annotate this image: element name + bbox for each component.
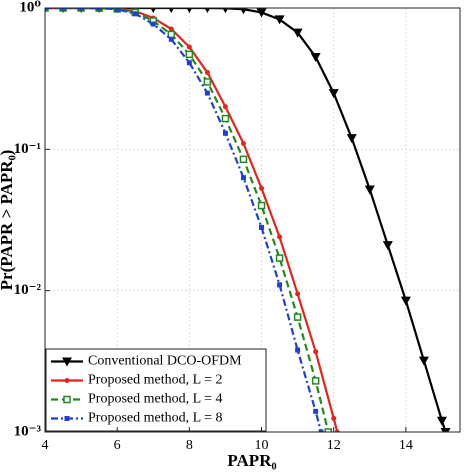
marker <box>313 349 319 355</box>
marker <box>221 114 230 123</box>
x-tick-label: 10 <box>255 438 269 453</box>
marker <box>334 429 340 432</box>
marker <box>346 134 357 144</box>
marker <box>313 408 319 414</box>
marker <box>295 347 301 353</box>
legend-label: Proposed method, L = 2 <box>88 373 223 388</box>
marker <box>186 44 192 50</box>
x-tick-label: 12 <box>327 438 341 453</box>
marker <box>318 429 324 432</box>
marker <box>185 50 194 59</box>
marker <box>222 8 229 14</box>
x-tick-label: 6 <box>114 438 121 453</box>
marker <box>440 428 451 432</box>
marker <box>310 53 321 63</box>
legend-marker <box>63 395 71 404</box>
marker <box>240 175 246 181</box>
y-tick-label: 10⁻³ <box>14 423 42 439</box>
marker <box>239 155 248 164</box>
series-line <box>45 8 447 432</box>
legend-marker <box>64 416 70 421</box>
legend-label: Conventional DCO-OFDM <box>88 354 242 369</box>
marker <box>277 234 283 240</box>
marker <box>96 8 102 11</box>
legend: Conventional DCO-OFDM Proposed method, L … <box>45 348 267 432</box>
marker <box>204 8 211 14</box>
marker <box>400 296 411 306</box>
y-tick-label: 10⁻² <box>14 282 42 298</box>
marker <box>222 104 228 110</box>
marker <box>277 282 283 288</box>
marker <box>78 8 84 11</box>
legend-label: Proposed method, L = 8 <box>88 411 223 426</box>
marker <box>256 8 267 18</box>
x-tick-label: 4 <box>42 438 49 453</box>
marker <box>324 428 333 432</box>
marker <box>186 60 192 66</box>
marker <box>418 356 429 366</box>
marker <box>311 377 320 385</box>
marker <box>60 8 66 11</box>
legend-label: Proposed method, L = 4 <box>88 392 223 407</box>
marker <box>203 78 212 86</box>
marker <box>275 254 284 262</box>
marker <box>132 11 138 17</box>
marker <box>168 36 174 42</box>
marker <box>295 291 301 297</box>
marker <box>274 15 285 25</box>
marker <box>257 201 266 210</box>
y-tick-label: 10⁰ <box>19 0 41 15</box>
x-axis-label: PAPR₀ <box>227 451 276 470</box>
marker <box>240 8 247 15</box>
axes-frame <box>44 7 461 433</box>
marker <box>331 415 337 421</box>
marker <box>328 89 339 99</box>
x-tick-label: 14 <box>399 438 413 453</box>
marker <box>186 8 193 13</box>
marker <box>436 416 447 426</box>
marker <box>204 90 210 96</box>
marker <box>382 241 393 251</box>
x-tick-label: 8 <box>186 438 193 453</box>
legend-marker <box>62 357 72 367</box>
legend-marker <box>64 378 70 383</box>
marker <box>150 8 157 13</box>
marker <box>293 313 302 321</box>
marker <box>259 185 265 191</box>
marker <box>150 21 156 27</box>
marker <box>168 8 175 13</box>
marker <box>259 224 265 230</box>
marker <box>364 185 375 195</box>
y-tick-label: 10⁻¹ <box>14 141 41 157</box>
marker <box>222 130 228 136</box>
marker <box>204 69 210 75</box>
marker <box>45 8 48 11</box>
legend-box <box>45 348 267 432</box>
marker <box>292 28 303 38</box>
marker <box>240 140 246 146</box>
marker <box>168 26 174 32</box>
marker <box>114 8 120 12</box>
y-axis-label: Pr(PAPR > PAPR₀) <box>0 150 16 291</box>
